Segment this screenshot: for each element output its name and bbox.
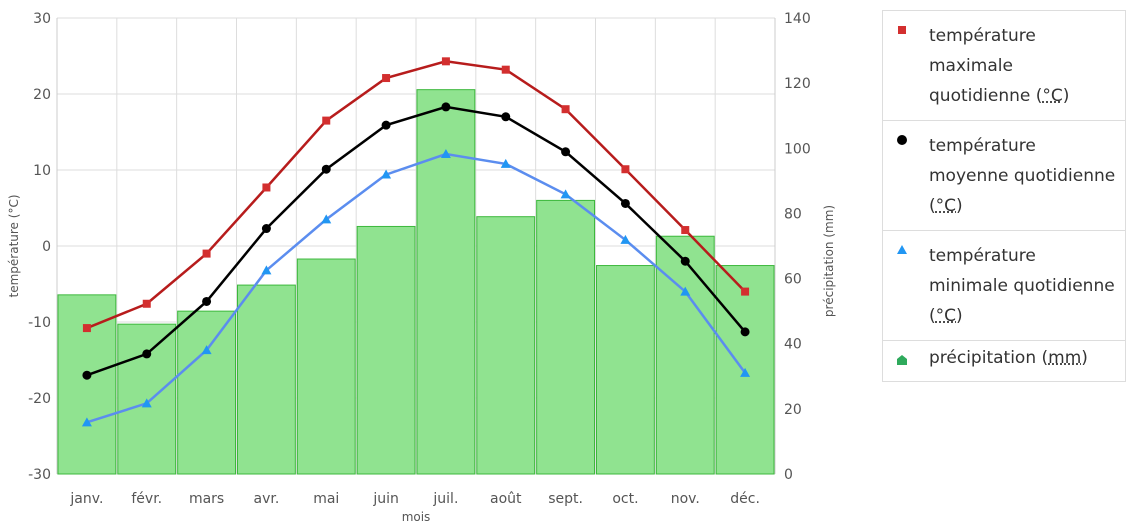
temperature-line [86, 60, 746, 330]
max-temp-point [621, 165, 630, 174]
x-tick-label: mars [189, 491, 224, 507]
precipitation-bar [536, 199, 596, 475]
temperature-line [86, 105, 747, 377]
max-temp-point [262, 183, 271, 192]
mean-temp-point [202, 296, 212, 306]
temperature-lines [81, 57, 751, 427]
mean-temp-point [261, 224, 271, 234]
mean-temp-point [561, 147, 571, 157]
x-tick-label: déc. [730, 491, 760, 507]
min-temp-point [381, 169, 392, 179]
grid [56, 17, 776, 475]
y-tick-label-right: 40 [784, 337, 802, 353]
mean-temp-point [740, 327, 750, 337]
mean-temp-point [620, 198, 630, 208]
red-square-icon [898, 26, 906, 34]
min-temp-point [560, 189, 571, 199]
black-circle-icon [897, 135, 907, 145]
legend-item-min-temp[interactable]: température minimale quotidienne (°C) [883, 231, 1125, 341]
blue-triangle-icon [897, 245, 907, 254]
y-tick-label-right: 80 [784, 206, 802, 222]
x-tick-label: oct. [612, 491, 638, 507]
y-axis-left-title: température (°C) [7, 195, 21, 298]
y-tick-label-left: 0 [42, 239, 51, 255]
y-tick-label-left: -20 [28, 391, 51, 407]
x-tick-label: nov. [671, 491, 700, 507]
mean-temp-point [501, 112, 511, 122]
precipitation-bar [237, 284, 296, 475]
legend-item-precipitation[interactable]: précipitation (mm) [883, 341, 1125, 381]
temperature-line [86, 152, 747, 424]
x-tick-label: sept. [548, 491, 583, 507]
min-temp-point [201, 345, 212, 355]
y-axis-right-title: précipitation (mm) [822, 205, 836, 317]
legend-item-max-temp[interactable]: température maximale quotidienne (°C) [883, 11, 1125, 121]
x-tick-label: avr. [254, 491, 280, 507]
mean-temp-point [441, 102, 451, 112]
min-temp-point [680, 286, 691, 296]
max-temp-point [202, 249, 211, 258]
min-temp-point [321, 214, 332, 224]
mean-temp-point [142, 349, 152, 359]
x-tick-label: juin [372, 491, 399, 507]
x-axis-title: mois [402, 510, 431, 524]
min-temp-point [620, 234, 631, 244]
x-tick-label: juil. [432, 491, 458, 507]
y-tick-label-left: 20 [33, 87, 51, 103]
x-tick-label: janv. [69, 491, 103, 507]
max-temp-point [501, 65, 510, 74]
mean-temp-point [82, 370, 92, 380]
precipitation-bar [57, 294, 117, 475]
legend-label-mean-temp: température moyenne quotidienne (°C) [929, 136, 1116, 216]
legend-label-precipitation: précipitation (mm) [929, 348, 1088, 368]
mean-temp-point [680, 256, 690, 266]
y-tick-label-right: 0 [784, 467, 793, 483]
max-temp-point [382, 74, 391, 83]
y-tick-label-right: 120 [784, 76, 811, 92]
x-tick-label: mai [313, 491, 339, 507]
y-tick-label-left: 10 [33, 163, 51, 179]
legend-item-mean-temp[interactable]: température moyenne quotidienne (°C) [883, 121, 1125, 231]
max-temp-point [681, 226, 690, 235]
y-tick-label-right: 100 [784, 141, 811, 157]
precipitation-bar [416, 89, 476, 475]
mean-temp-point [321, 164, 331, 174]
precipitation-bar [177, 310, 237, 475]
precipitation-bar [476, 216, 536, 475]
precipitation-bar [596, 265, 655, 475]
y-tick-label-right: 60 [784, 272, 802, 288]
max-temp-point [142, 299, 151, 308]
y-tick-label-left: 30 [33, 11, 51, 27]
min-temp-point [81, 417, 92, 427]
precipitation-bars [57, 89, 775, 475]
legend: température maximale quotidienne (°C) te… [882, 10, 1126, 382]
max-temp-point [322, 116, 331, 125]
min-temp-point [440, 149, 451, 159]
max-temp-point [441, 57, 450, 66]
precipitation-bar [296, 258, 356, 475]
min-temp-point [500, 158, 511, 168]
max-temp-point [741, 287, 750, 296]
legend-label-min-temp: température minimale quotidienne (°C) [929, 246, 1115, 326]
mean-temp-point [381, 120, 391, 130]
min-temp-point [261, 265, 272, 275]
precipitation-bar [356, 225, 416, 475]
y-tick-label-right: 20 [784, 402, 802, 418]
min-temp-point [141, 398, 152, 408]
y-tick-label-right: 140 [784, 11, 811, 27]
y-tick-label-left: -30 [28, 467, 51, 483]
axes: -30 -20 -10 0 10 20 30 0 20 40 60 80 100 120 140 janv. f… [28, 11, 811, 507]
green-house-icon [897, 355, 907, 365]
x-tick-label: févr. [131, 491, 162, 507]
max-temp-point [561, 105, 570, 114]
y-tick-label-left: -10 [28, 315, 51, 331]
chart-canvas: -30 -20 -10 0 10 20 30 0 20 40 60 80 100 120 140 janv. f… [7, 11, 836, 524]
precipitation-bar [655, 235, 715, 475]
x-tick-label: août [490, 491, 522, 507]
min-temp-point [740, 367, 751, 377]
legend-label-max-temp: température maximale quotidienne (°C) [929, 26, 1070, 106]
max-temp-point [82, 324, 91, 333]
